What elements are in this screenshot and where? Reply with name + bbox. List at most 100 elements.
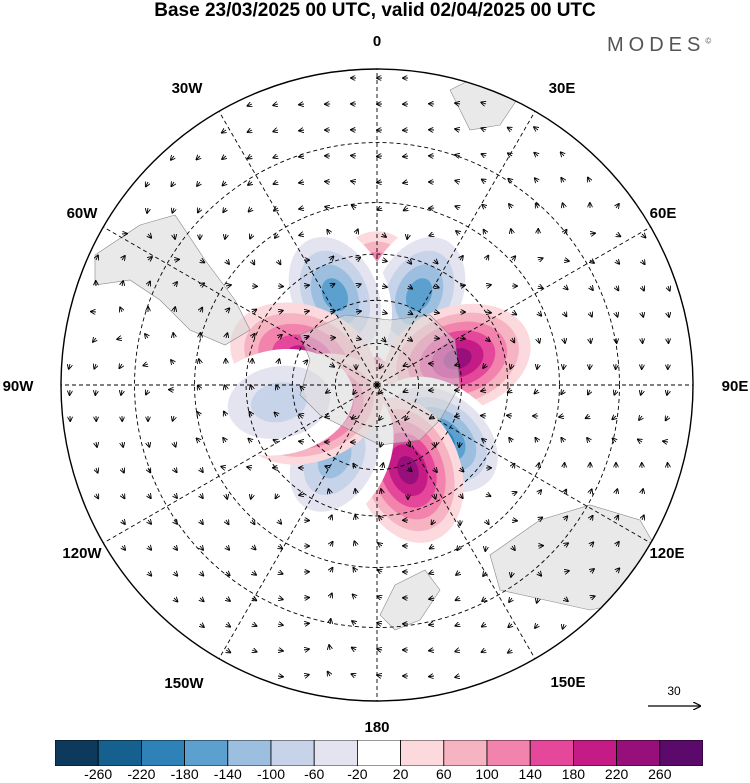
wind-vector — [408, 442, 410, 447]
wind-vector — [512, 338, 514, 342]
wind-vector — [252, 598, 256, 600]
wind-vector — [224, 412, 226, 416]
wind-vector — [455, 416, 461, 417]
wind-vector — [148, 468, 150, 472]
wind-vector — [252, 520, 255, 524]
wind-vector — [122, 468, 124, 473]
wind-vector — [590, 312, 592, 317]
wind-vector — [434, 468, 437, 472]
wind-vector — [200, 494, 203, 498]
colorbar-swatch — [573, 740, 618, 766]
wind-vector — [508, 624, 512, 627]
polar-map: 0 30E 60E 90E 120E 150E 180 150W 120W 90W 60W 30W — [3, 33, 749, 735]
wind-vector — [96, 255, 98, 260]
longitude-label: 60W — [67, 205, 99, 222]
wind-vector — [377, 675, 383, 676]
wind-vector — [325, 466, 330, 468]
wind-vector — [356, 257, 360, 260]
wind-vector — [564, 516, 567, 520]
wind-vector — [148, 442, 149, 447]
wind-vector — [330, 256, 333, 260]
wind-vector — [642, 337, 643, 343]
wind-vector — [226, 333, 227, 338]
wind-vector — [274, 412, 278, 416]
wind-vector — [148, 234, 151, 238]
wind-vector — [122, 520, 125, 524]
longitude-label: 30E — [549, 80, 576, 97]
wind-vector — [174, 468, 177, 472]
wind-vector — [174, 546, 177, 550]
wind-vector — [512, 546, 515, 550]
wind-vector — [248, 130, 252, 132]
wind-vector — [225, 233, 226, 239]
wind-vector — [200, 260, 204, 262]
wind-vector — [299, 441, 305, 442]
wind-vector — [196, 156, 200, 160]
wind-vector — [226, 520, 229, 524]
wind-vector — [273, 104, 278, 105]
colorbar-swatch — [443, 740, 488, 766]
wind-vector — [278, 572, 283, 574]
wind-vector — [642, 234, 646, 238]
wind-vector — [352, 205, 356, 208]
wind-vector — [612, 416, 616, 419]
wind-vector — [278, 546, 282, 549]
wind-vector — [564, 337, 565, 343]
wind-vector — [642, 312, 643, 317]
wind-vector — [174, 282, 177, 286]
wind-vector — [117, 338, 122, 339]
wind-vector — [434, 260, 438, 264]
wind-vector — [382, 463, 383, 468]
wind-vector — [226, 494, 227, 499]
wind-vector — [299, 130, 305, 131]
wind-vector — [538, 517, 542, 520]
wind-vector — [249, 208, 252, 212]
wind-vector — [616, 542, 619, 546]
anomaly-contour — [321, 278, 349, 312]
wind-vector — [94, 364, 96, 369]
wind-vector — [668, 312, 669, 317]
longitude-label: 120E — [649, 545, 684, 562]
wind-vector — [481, 128, 486, 130]
wind-vector — [379, 416, 382, 420]
wind-vector — [222, 182, 226, 186]
wind-vector — [538, 312, 541, 316]
wind-vector — [538, 338, 539, 343]
wind-vector — [564, 598, 568, 601]
wind-vector — [252, 546, 256, 549]
colorbar-tick-label: 140 — [518, 766, 542, 782]
wind-vector — [120, 307, 122, 312]
wind-vector — [226, 308, 229, 312]
wind-vector — [616, 260, 619, 264]
wind-vector — [455, 181, 460, 182]
wind-vector — [330, 284, 335, 286]
wind-vector — [616, 312, 618, 317]
wind-vector — [304, 360, 307, 364]
wind-vector — [564, 490, 566, 494]
wind-vector — [460, 468, 464, 472]
wind-vector — [616, 489, 617, 494]
wind-vector — [95, 389, 96, 395]
wind-vector — [197, 412, 200, 416]
wind-vector — [642, 260, 645, 264]
wind-vector — [221, 467, 226, 468]
wind-vector — [537, 598, 538, 603]
wind-vector — [511, 229, 512, 234]
wind-vector — [299, 414, 304, 416]
wind-vector — [303, 649, 309, 650]
wind-vector — [299, 234, 304, 235]
wind-vector — [147, 207, 148, 213]
colorbar-swatch — [486, 740, 531, 766]
wind-vector — [171, 360, 174, 364]
wind-vector — [200, 308, 202, 312]
wind-vector — [455, 155, 460, 156]
longitude-labels: 0 30E 60E 90E 120E 150E 180 150W 120W 90W 60W 30W — [3, 33, 749, 735]
wind-vector — [510, 364, 512, 369]
longitude-label: 90W — [3, 378, 35, 395]
wind-vector — [564, 230, 567, 234]
wind-vector — [667, 463, 668, 469]
colorbar-tick-label: -100 — [256, 766, 286, 782]
wind-vector — [122, 494, 125, 498]
wind-vector — [143, 364, 148, 366]
colorbar — [55, 740, 703, 766]
